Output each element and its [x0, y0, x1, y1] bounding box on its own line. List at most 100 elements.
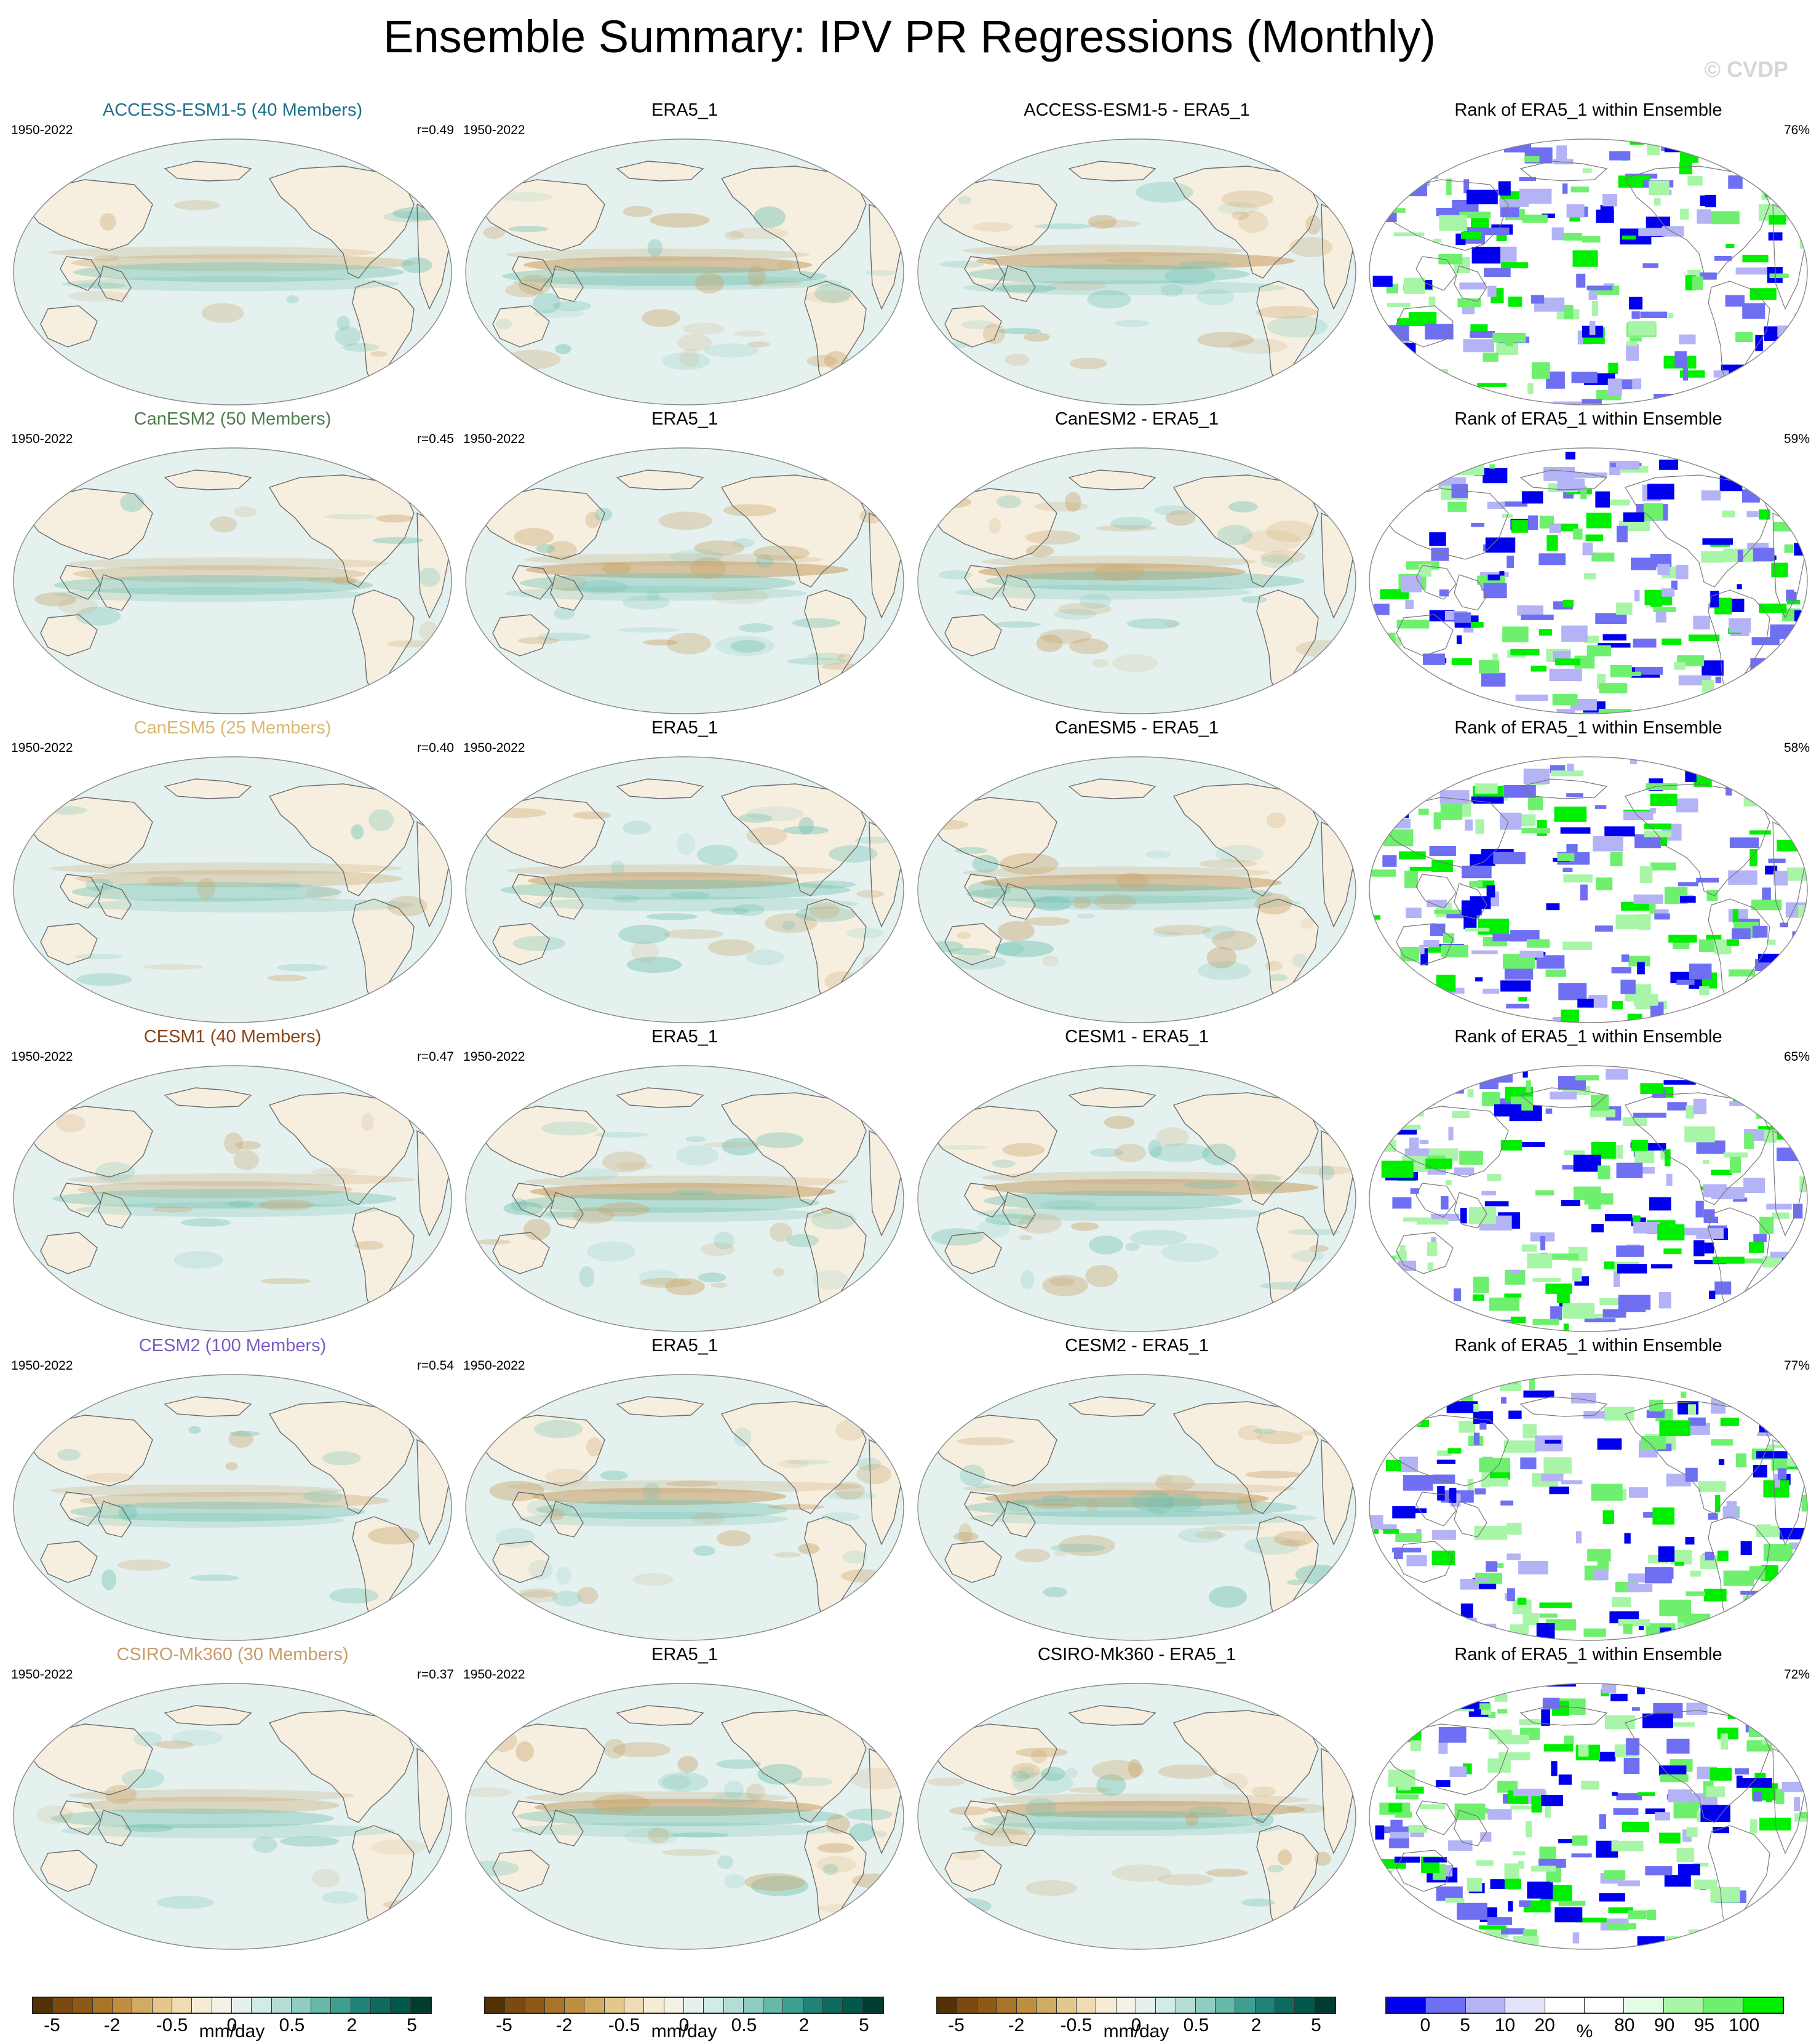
colorbar-swatch	[1743, 1998, 1783, 2013]
regression-map	[915, 1372, 1358, 1643]
colorbar-swatch	[803, 1998, 824, 2013]
colorbar-tick-label: 0	[1420, 2015, 1431, 2035]
period-label: 1950-2022	[463, 741, 525, 755]
regression-map	[463, 1681, 906, 1952]
colorbar-swatch	[252, 1998, 272, 2013]
colorbar-swatch	[644, 1998, 664, 2013]
pattern-correlation: r=0.37	[416, 1667, 454, 1682]
model-panel-title: ACCESS-ESM1-5 (40 Members)	[102, 100, 363, 120]
colorbar-swatch	[231, 1998, 252, 2013]
colorbar-swatch	[410, 1998, 431, 2013]
colorbar-swatch	[172, 1998, 193, 2013]
rank-panel: Rank of ERA5_1 within Ensemble 59%	[1367, 407, 1810, 717]
regression-map	[463, 1372, 906, 1643]
model-panel-title: CSIRO-Mk360 (30 Members)	[116, 1645, 349, 1664]
colorbar-tick-label: -0.5	[608, 2015, 640, 2035]
rank-percent: 65%	[1783, 1050, 1810, 1064]
regression-map	[11, 754, 454, 1025]
diff-panel: ACCESS-ESM1-5 - ERA5_1	[915, 98, 1358, 409]
map-svg	[13, 447, 452, 714]
colorbar-tick-label: -2	[103, 2015, 121, 2035]
colorbar-swatch	[1176, 1998, 1196, 2013]
colorbar-swatch	[1387, 1998, 1427, 2013]
regression-map	[915, 754, 1358, 1025]
map-svg	[1369, 1065, 1808, 1332]
rank-panel: Rank of ERA5_1 within Ensemble 58%	[1367, 716, 1810, 1026]
colorbar-model: -5 -2 -0.5 0 0.5 2 5 mm/day	[32, 1997, 432, 2043]
model-panel-title: CanESM5 (25 Members)	[133, 718, 332, 738]
map-svg	[13, 1683, 452, 1950]
obs-panel: ERA5_1 1950-2022	[463, 1334, 906, 1644]
colorbar-cells	[1385, 1997, 1784, 2014]
map-svg	[13, 756, 452, 1023]
colorbar-swatch	[1663, 1998, 1704, 2013]
obs-panel: ERA5_1 1950-2022	[463, 98, 906, 409]
colorbar-swatch	[53, 1998, 73, 2013]
colorbar-swatch	[33, 1998, 54, 2013]
map-svg	[1369, 138, 1808, 405]
map-svg	[917, 447, 1356, 714]
colorbar-swatch	[212, 1998, 232, 2013]
obs-panel-title: ERA5_1	[651, 1645, 718, 1664]
colorbar-swatch	[783, 1998, 803, 2013]
rank-map	[1367, 137, 1810, 407]
colorbar-units: mm/day	[1103, 2021, 1169, 2042]
regression-map	[463, 1063, 906, 1334]
colorbar-swatch	[1505, 1998, 1545, 2013]
diff-panel-title: ACCESS-ESM1-5 - ERA5_1	[1024, 100, 1250, 120]
colorbar-tick-label: 2	[1251, 2015, 1262, 2035]
colorbar-swatch	[584, 1998, 605, 2013]
rank-map	[1367, 1372, 1810, 1643]
period-label: 1950-2022	[463, 432, 525, 446]
map-svg	[465, 1374, 904, 1641]
colorbar-swatch	[1545, 1998, 1585, 2013]
figure-title: Ensemble Summary: IPV PR Regressions (Mo…	[383, 11, 1436, 62]
model-panel: CESM1 (40 Members) 1950-2022 r=0.47	[11, 1025, 454, 1335]
colorbar-swatch	[1017, 1998, 1037, 2013]
colorbar-swatch	[1195, 1998, 1216, 2013]
diff-panel-title: CanESM5 - ERA5_1	[1055, 718, 1219, 738]
model-panel-title: CanESM2 (50 Members)	[133, 409, 332, 429]
colorbar-swatch	[1275, 1998, 1296, 2013]
diff-panel: CanESM2 - ERA5_1	[915, 407, 1358, 717]
colorbar-tick-label: -5	[948, 2015, 965, 2035]
colorbar-tick-label: 10	[1494, 2015, 1516, 2035]
colorbar-tick-label: -2	[1008, 2015, 1025, 2035]
rank-map	[1367, 754, 1810, 1025]
map-svg	[1369, 447, 1808, 714]
colorbar-tick-label: 5	[1460, 2015, 1470, 2035]
obs-panel-title: ERA5_1	[651, 100, 718, 120]
model-panel-title: CESM2 (100 Members)	[138, 1336, 327, 1355]
rank-panel-title: Rank of ERA5_1 within Ensemble	[1454, 1027, 1722, 1047]
map-svg	[465, 756, 904, 1023]
colorbar-swatch	[391, 1998, 411, 2013]
colorbar-swatch	[1465, 1998, 1506, 2013]
diff-panel-title: CESM2 - ERA5_1	[1065, 1336, 1209, 1355]
colorbar-swatch	[92, 1998, 113, 2013]
colorbar-swatch	[1136, 1998, 1156, 2013]
regression-map	[11, 1063, 454, 1334]
colorbar-swatch	[1116, 1998, 1136, 2013]
colorbar-tick-label: 5	[407, 2015, 417, 2035]
diff-panel: CSIRO-Mk360 - ERA5_1	[915, 1643, 1358, 1953]
colorbar-tick-label: -5	[44, 2015, 60, 2035]
model-panel: CanESM5 (25 Members) 1950-2022 r=0.40	[11, 716, 454, 1026]
colorbar-obs: -5 -2 -0.5 0 0.5 2 5 mm/day	[484, 1997, 884, 2043]
period-label: 1950-2022	[11, 123, 73, 137]
model-panel: CESM2 (100 Members) 1950-2022 r=0.54	[11, 1334, 454, 1644]
colorbar-tick-label: 0	[226, 2015, 237, 2035]
colorbar-swatch	[977, 1998, 997, 2013]
colorbar-cells	[484, 1997, 884, 2014]
diff-panel-title: CESM1 - ERA5_1	[1065, 1027, 1209, 1047]
colorbar-swatch	[723, 1998, 744, 2013]
obs-panel-title: ERA5_1	[651, 1027, 718, 1047]
colorbar-swatch	[1703, 1998, 1743, 2013]
map-svg	[917, 1374, 1356, 1641]
colorbar-swatch	[997, 1998, 1017, 2013]
map-svg	[917, 756, 1356, 1023]
colorbar-swatch	[132, 1998, 153, 2013]
period-label: 1950-2022	[11, 1359, 73, 1373]
rank-panel: Rank of ERA5_1 within Ensemble 72%	[1367, 1643, 1810, 1953]
period-label: 1950-2022	[11, 432, 73, 446]
colorbar-tick-label: 0	[679, 2015, 690, 2035]
